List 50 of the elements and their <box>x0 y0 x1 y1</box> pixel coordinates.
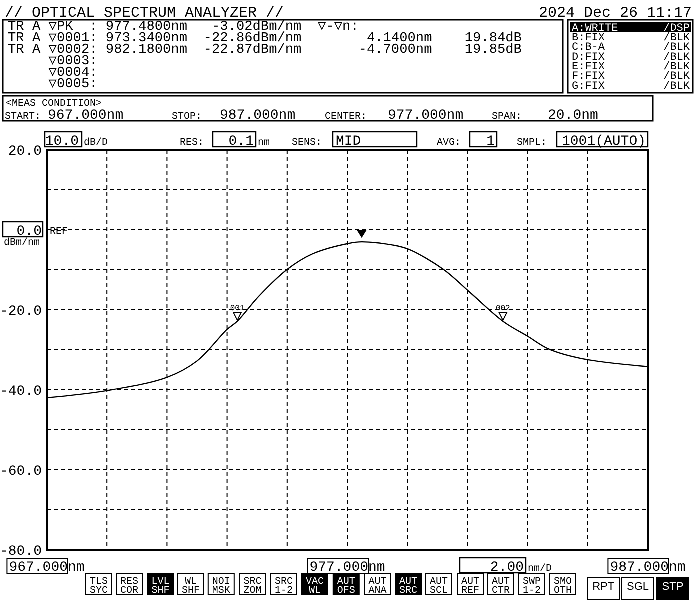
annotation: 1001(AUTO) <box>562 134 646 150</box>
chart-title: // OPTICAL SPECTRUM ANALYZER // <box>5 5 284 22</box>
text: STP <box>662 581 684 593</box>
text: CENTER: <box>325 112 368 123</box>
text: 967.000nm <box>48 108 124 124</box>
text: SPAN: <box>492 112 522 123</box>
text: RES: <box>180 138 204 149</box>
text: AUT OFS <box>337 577 356 597</box>
y-tick-label: -20.0 <box>0 304 42 320</box>
text: nm/D <box>528 563 552 575</box>
text: START: <box>5 112 42 123</box>
text: nm <box>258 138 270 149</box>
annotation: 0.1 <box>228 134 254 150</box>
text: 2024 Dec 26 11:17 <box>538 5 692 22</box>
text: 20.0nm <box>548 108 598 124</box>
text: G:FIX /BLK <box>572 81 690 93</box>
text: AUT REF <box>461 577 480 597</box>
text: VAC WL <box>306 577 324 597</box>
text: SRC ZOM <box>244 577 262 597</box>
text: RPT <box>592 581 615 593</box>
y-tick-label: -60.0 <box>0 464 42 480</box>
text: SENS: <box>292 138 322 149</box>
text: 2.00 <box>490 560 524 576</box>
annotation: 10.0 <box>45 134 79 150</box>
text: 987.000nm <box>220 108 296 124</box>
text: dB/D <box>84 137 108 149</box>
text: AUT SCL <box>430 577 448 597</box>
text: SMO OTH <box>554 577 572 597</box>
text: SGL <box>626 581 650 593</box>
y-tick-label: -80.0 <box>0 544 42 560</box>
y-axis-title: dBm/nm <box>4 237 40 249</box>
text: AUT ANA <box>368 577 387 597</box>
annotation: 1 <box>486 134 495 150</box>
text: SWP 1-2 <box>522 577 542 597</box>
text: AUT SRC <box>399 577 418 597</box>
text: 977.000nm <box>388 108 464 124</box>
text: AVG: <box>437 138 462 149</box>
text: LVL SHF <box>152 577 170 597</box>
y-tick-label: -40.0 <box>0 384 42 400</box>
text: AUT CTR <box>492 577 510 597</box>
text: TLS SYC <box>90 577 108 597</box>
text: SRC 1-2 <box>274 577 294 597</box>
text: STOP: <box>172 112 202 123</box>
text: RES COR <box>120 577 139 597</box>
text: WL SHF <box>182 577 200 597</box>
text: NOI MSK <box>212 577 230 597</box>
y-tick-label: 20.0 <box>8 144 42 160</box>
text: <MEAS CONDITION> <box>6 99 102 110</box>
annotation: MID <box>336 134 362 150</box>
text: SMPL: <box>517 138 548 149</box>
